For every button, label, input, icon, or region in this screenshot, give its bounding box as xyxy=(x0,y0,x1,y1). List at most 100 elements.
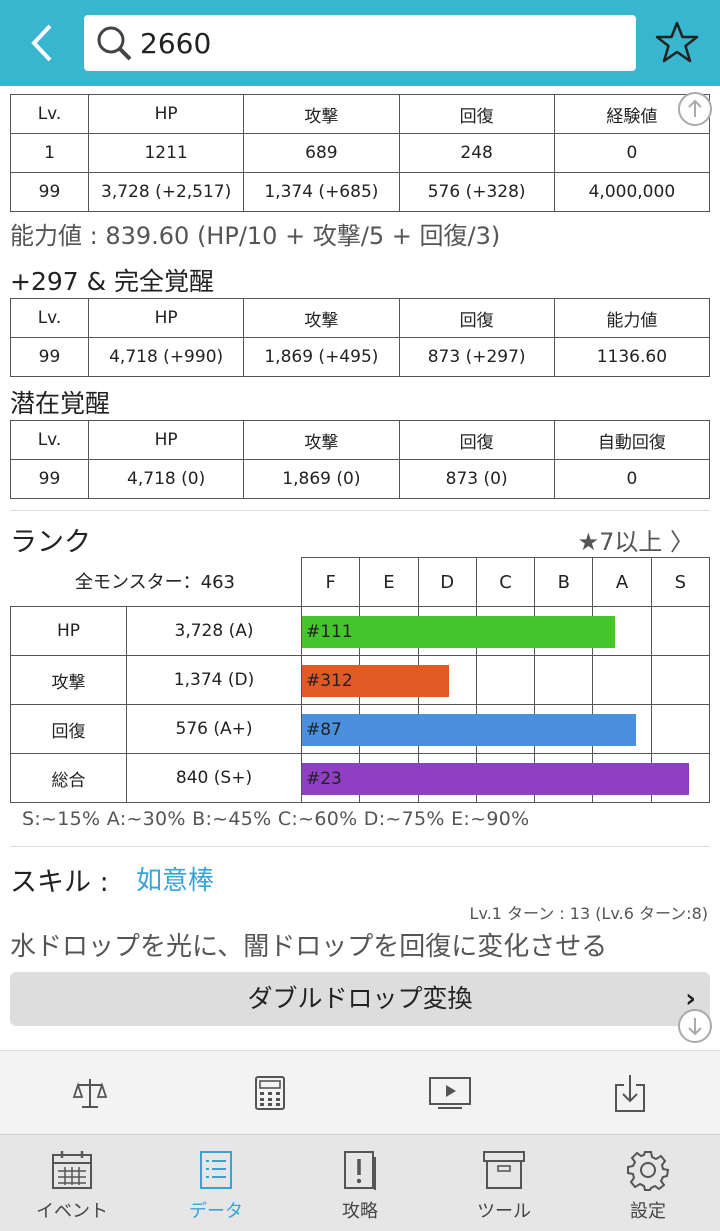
table-row: 99 4,718 (0) 1,869 (0) 873 (0) 0 xyxy=(10,459,711,499)
tab-label: データ xyxy=(189,1201,243,1222)
table-cell: 248 xyxy=(398,133,555,173)
grade-label: B xyxy=(535,558,594,607)
bottom-tab-bar: イベント データ 攻略 ツール xyxy=(0,1134,720,1231)
rank-label: HP xyxy=(10,606,127,656)
table-cell: 1,869 (0) xyxy=(243,459,400,499)
tab-settings[interactable]: 設定 xyxy=(576,1135,720,1231)
rank-value: 3,728 (A) xyxy=(126,606,302,656)
table-cell: 0 xyxy=(553,459,711,499)
header-cell: HP xyxy=(87,420,245,460)
skill-name-link[interactable]: 如意棒 xyxy=(136,866,215,896)
base-stats-table: Lv. HP 攻撃 回復 経験値 1 1211 689 248 0 99 3,7… xyxy=(10,94,711,212)
table-cell: 1 xyxy=(10,133,89,173)
tool-bar xyxy=(0,1050,720,1134)
header-cell: Lv. xyxy=(10,298,89,338)
rank-bar-cell: #111 xyxy=(301,606,710,656)
latent-table: Lv. HP 攻撃 回復 自動回復 99 4,718 (0) 1,869 (0)… xyxy=(10,420,711,499)
rank-bar-attack: #312 xyxy=(302,665,449,697)
table-header-row: Lv. HP 攻撃 回復 自動回復 xyxy=(10,420,711,460)
header-cell: Lv. xyxy=(10,420,89,460)
table-cell: 1136.60 xyxy=(553,337,711,377)
table-cell: 99 xyxy=(10,172,89,212)
header-cell: 能力値 xyxy=(553,298,711,338)
tab-tools[interactable]: ツール xyxy=(432,1135,576,1231)
table-cell: 4,000,000 xyxy=(553,172,711,212)
table-cell: 1,869 (+495) xyxy=(243,337,400,377)
tab-label: ツール xyxy=(477,1201,531,1222)
header-cell: HP xyxy=(87,298,245,338)
rank-value: 1,374 (D) xyxy=(126,655,302,705)
exclamation-doc-icon xyxy=(344,1151,376,1190)
skill-type-label: ダブルドロップ変換 xyxy=(247,984,473,1013)
table-cell: 99 xyxy=(10,459,89,499)
tab-strategy[interactable]: 攻略 xyxy=(288,1135,432,1231)
table-cell: 689 xyxy=(243,133,400,173)
rank-row-total: 総合 840 (S+) #23 xyxy=(10,753,710,803)
chevron-right-icon: › xyxy=(685,984,696,1014)
chevron-left-icon xyxy=(31,24,52,62)
awakening-title: +297 & 完全覚醒 xyxy=(10,267,215,296)
tab-label: イベント xyxy=(36,1201,108,1222)
table-cell: 576 (+328) xyxy=(398,172,555,212)
video-button[interactable] xyxy=(360,1051,540,1134)
table-header-row: Lv. HP 攻撃 回復 経験値 xyxy=(10,94,711,134)
grade-label: F xyxy=(302,558,361,607)
download-icon xyxy=(615,1074,645,1112)
search-icon xyxy=(97,26,132,61)
skill-description: 水ドロップを光に、闇ドロップを回復に変化させる xyxy=(10,932,608,962)
all-monsters-count: 全モンスター：463 xyxy=(75,572,235,593)
tab-data[interactable]: データ xyxy=(144,1135,288,1231)
download-button[interactable] xyxy=(540,1051,720,1134)
back-button[interactable] xyxy=(22,18,62,68)
header-cell: 攻撃 xyxy=(243,298,400,338)
grade-label: S xyxy=(674,572,687,593)
video-play-icon xyxy=(429,1076,471,1109)
rank-label: 回復 xyxy=(10,704,127,754)
table-cell: 0 xyxy=(553,133,711,173)
header-cell: 攻撃 xyxy=(243,94,400,134)
scroll-up-button[interactable] xyxy=(678,92,712,126)
arrow-down-icon xyxy=(688,1018,702,1036)
rank-row-hp: HP 3,728 (A) #111 xyxy=(10,606,710,656)
table-cell: 873 (+297) xyxy=(398,337,555,377)
table-cell: 1211 xyxy=(87,133,245,173)
rank-bar-recovery: #87 xyxy=(302,714,636,746)
balance-scale-icon xyxy=(72,1078,108,1108)
search-box[interactable] xyxy=(84,15,636,71)
rank-bar-hp: #111 xyxy=(302,616,616,648)
divider xyxy=(10,846,710,847)
skill-type-button[interactable]: ダブルドロップ変換 › xyxy=(10,972,710,1026)
rank-bar-cell: #87 xyxy=(301,704,710,754)
latent-title: 潜在覚醒 xyxy=(10,389,111,418)
header-cell: 攻撃 xyxy=(243,420,400,460)
table-cell: 873 (0) xyxy=(398,459,555,499)
table-cell: 99 xyxy=(10,337,89,377)
grade-label: C xyxy=(477,558,536,607)
favorite-button[interactable] xyxy=(654,20,700,66)
skill-turn: Lv.1 ターン : 13 (Lv.6 ターン:8) xyxy=(469,904,708,923)
arrow-up-icon xyxy=(688,99,702,117)
rank-filter-link[interactable]: ★7以上 〉 xyxy=(577,528,694,556)
table-cell: 1,374 (+685) xyxy=(243,172,400,212)
gear-icon xyxy=(627,1151,669,1191)
table-cell: 4,718 (+990) xyxy=(87,337,245,377)
calculator-icon xyxy=(255,1075,285,1110)
tab-event[interactable]: イベント xyxy=(0,1135,144,1231)
header-cell: 回復 xyxy=(398,420,555,460)
rank-value: 840 (S+) xyxy=(126,753,302,803)
ability-formula: 能力値 : 839.60 (HP/10 + 攻撃/5 + 回復/3) xyxy=(10,222,501,250)
header-cell: 回復 xyxy=(398,94,555,134)
compare-button[interactable] xyxy=(0,1051,180,1134)
rank-bar-cell: #312 xyxy=(301,655,710,705)
tab-label: 攻略 xyxy=(342,1201,378,1222)
rank-bar-cell: #23 xyxy=(301,753,710,803)
header-cell: 自動回復 xyxy=(553,420,711,460)
calculator-button[interactable] xyxy=(180,1051,360,1134)
calendar-icon xyxy=(52,1151,92,1189)
rank-row-recovery: 回復 576 (A+) #87 xyxy=(10,704,710,754)
scroll-down-button[interactable] xyxy=(678,1009,712,1043)
grade-label: D xyxy=(419,558,477,607)
search-input[interactable] xyxy=(140,21,620,65)
box-icon xyxy=(483,1151,525,1189)
rank-legend: S:~15% A:~30% B:~45% C:~60% D:~75% E:~90… xyxy=(22,808,530,830)
